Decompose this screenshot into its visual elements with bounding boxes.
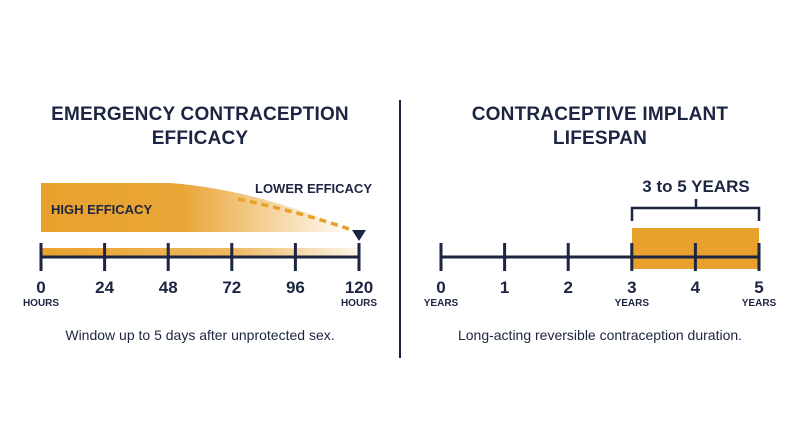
tick-label-4: 4 (691, 278, 701, 297)
panel-divider (399, 100, 401, 358)
efficacy-band (41, 248, 359, 258)
right-caption: Long-acting reversible contraception dur… (457, 327, 743, 343)
tick-label-120: 120 (345, 278, 373, 297)
start-unit-label: HOURS (23, 298, 59, 309)
tick-label-0: 0 (36, 278, 45, 297)
tick-label-5: 5 (754, 278, 763, 297)
range-bracket (630, 199, 761, 221)
tick-label-0: 0 (436, 278, 445, 297)
tick-label-3: 3 (627, 278, 636, 297)
lifespan-timeline: 3 to 5 YEARS 0 1 2 3 4 5 YEARS YEARS YEA… (424, 177, 777, 309)
tick-label-96: 96 (286, 278, 305, 297)
high-efficacy-label: HIGH EFFICACY (51, 202, 152, 217)
unit-label-5: YEARS (742, 298, 777, 309)
hours-ticks (39, 243, 361, 271)
range-label: 3 to 5 YEARS (642, 177, 749, 196)
tick-label-2: 2 (563, 278, 572, 297)
years-ticks (439, 243, 761, 271)
tick-label-1: 1 (500, 278, 509, 297)
end-unit-label: HOURS (341, 298, 377, 309)
right-title-line2: LIFESPAN (552, 128, 648, 149)
unit-label-3: YEARS (615, 298, 650, 309)
right-title-line1: CONTRACEPTIVE IMPLANT (471, 104, 729, 125)
left-title-line2: EFFICACY (151, 128, 249, 149)
efficacy-timeline: HIGH EFFICACY LOWER EFFICACY 0 24 48 72 … (23, 181, 377, 309)
right-title: CONTRACEPTIVE IMPLANT LIFESPAN (400, 103, 800, 151)
tick-label-48: 48 (159, 278, 178, 297)
emergency-contraception-panel: EMERGENCY CONTRACEPTION EFFICACY HIGH EF… (0, 103, 400, 343)
left-title: EMERGENCY CONTRACEPTION EFFICACY (0, 103, 400, 151)
end-marker-triangle (352, 230, 366, 241)
tick-label-24: 24 (95, 278, 114, 297)
efficacy-wedge (41, 183, 355, 232)
lower-efficacy-label: LOWER EFFICACY (255, 181, 372, 196)
implant-lifespan-panel: CONTRACEPTIVE IMPLANT LIFESPAN 3 to 5 YE… (400, 0, 800, 447)
efficacy-dashed-line (237, 197, 353, 232)
left-title-line1: EMERGENCY CONTRACEPTION (51, 104, 349, 125)
tick-label-72: 72 (222, 278, 241, 297)
left-caption: Window up to 5 days after unprotected se… (65, 327, 335, 343)
unit-label-0: YEARS (424, 298, 459, 309)
